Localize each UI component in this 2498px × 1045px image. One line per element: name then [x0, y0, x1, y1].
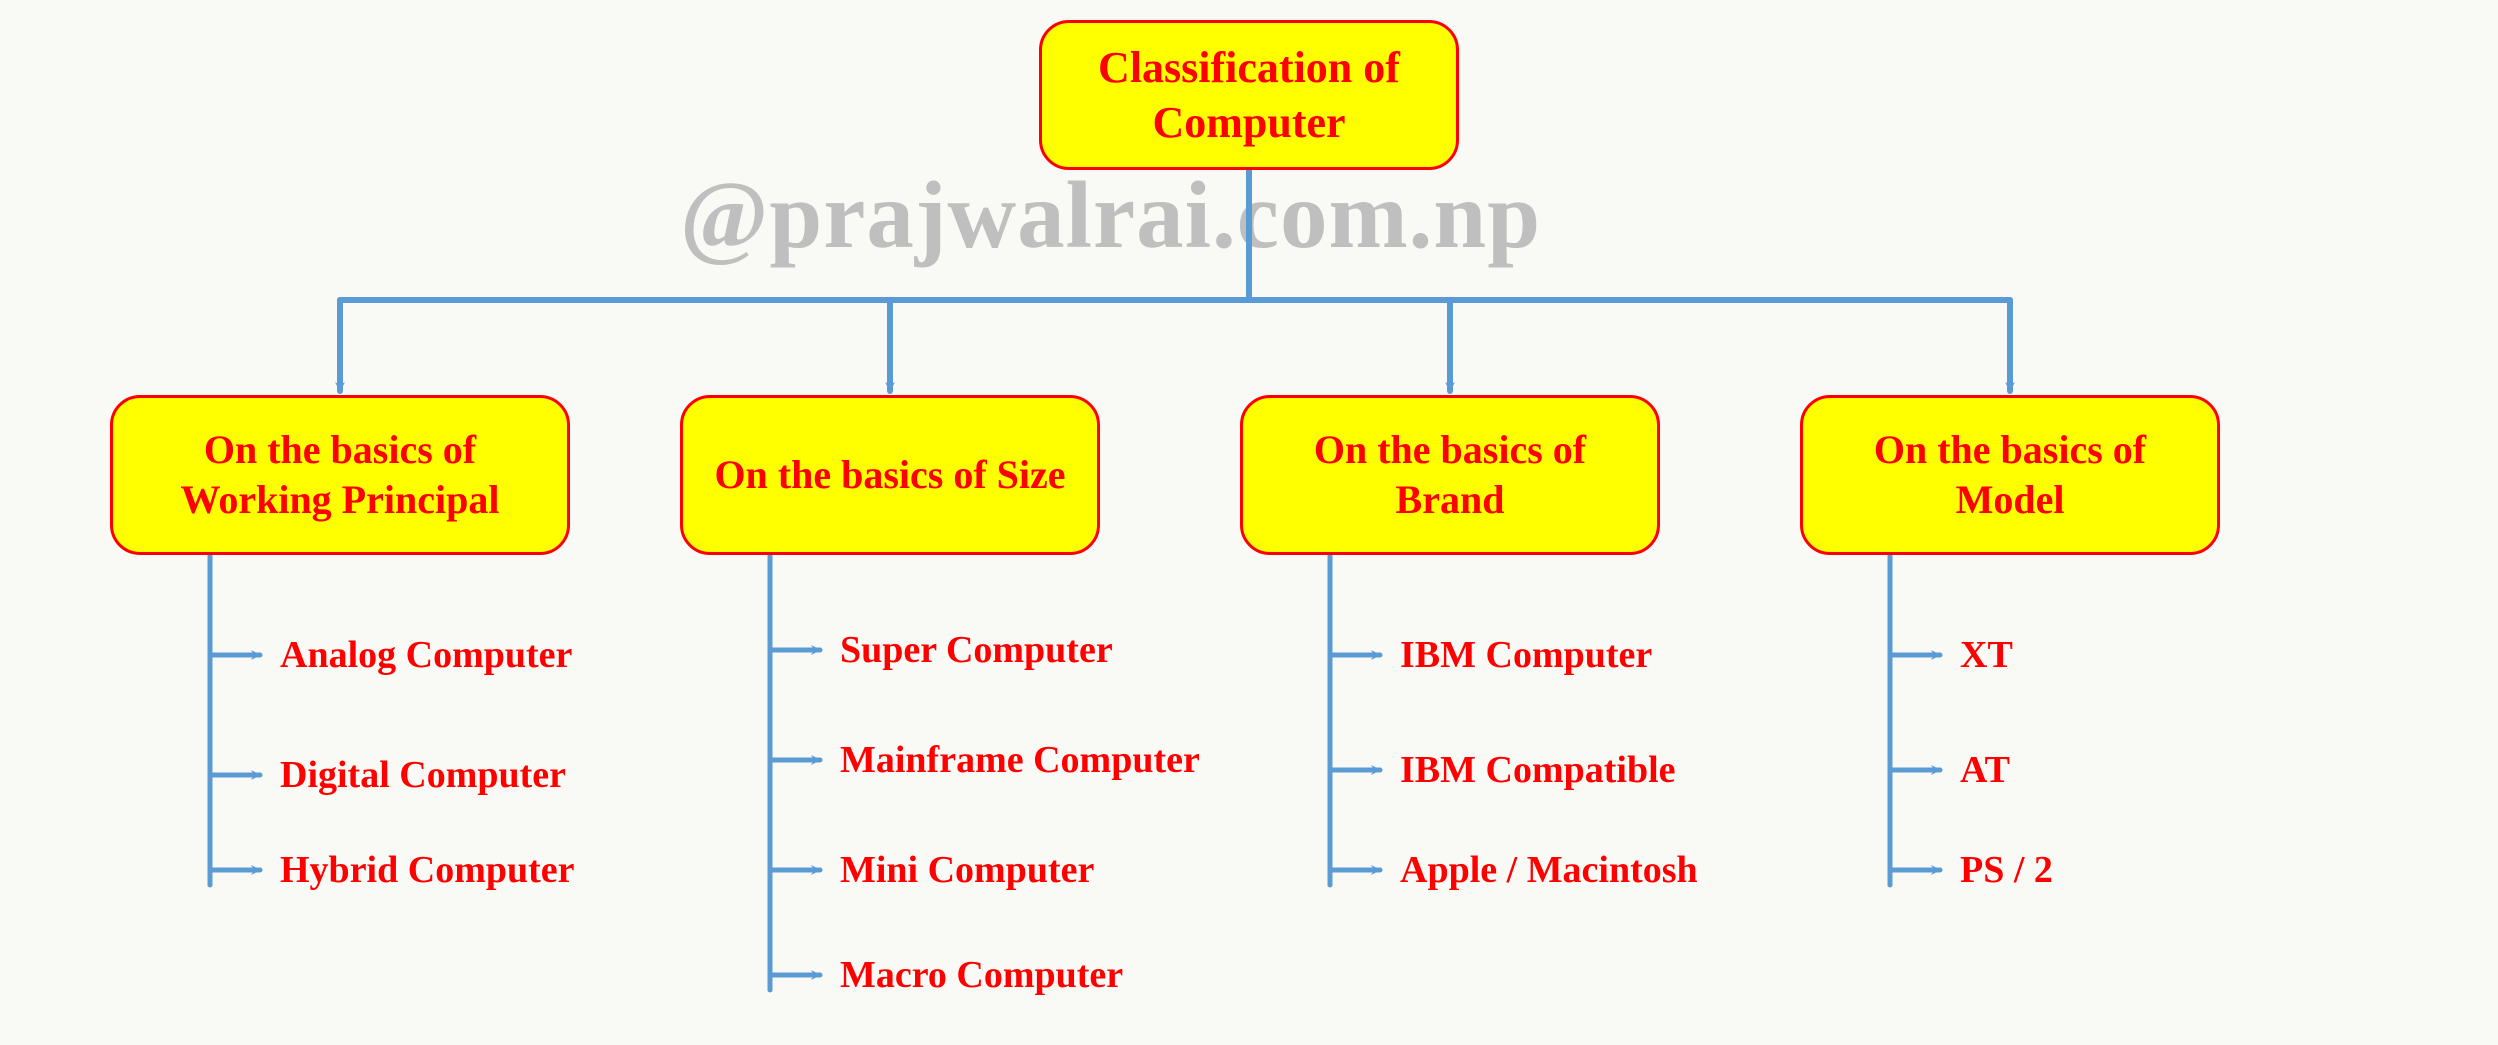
- leaf-item: IBM Computer: [1400, 633, 1652, 677]
- leaf-item: Analog Computer: [280, 633, 572, 677]
- category-box-model: On the basics of Model: [1800, 395, 2220, 555]
- category-box-size: On the basics of Size: [680, 395, 1100, 555]
- root-box: Classification of Computer: [1039, 20, 1459, 170]
- category-label: On the basics of Size: [714, 450, 1065, 500]
- leaf-item: IBM Compatible: [1400, 748, 1676, 792]
- leaf-item: Super Computer: [840, 628, 1113, 672]
- leaf-item-label: Hybrid Computer: [280, 849, 575, 891]
- leaf-item-label: Macro Computer: [840, 954, 1123, 996]
- leaf-item-label: Super Computer: [840, 629, 1113, 671]
- leaf-item-label: IBM Compatible: [1400, 749, 1676, 791]
- leaf-item: XT: [1960, 633, 2013, 677]
- leaf-item-label: Analog Computer: [280, 634, 572, 676]
- leaf-item-label: Apple / Macintosh: [1400, 849, 1698, 891]
- leaf-item-label: Digital Computer: [280, 754, 566, 796]
- leaf-item-label: PS / 2: [1960, 849, 2053, 891]
- leaf-item: Digital Computer: [280, 753, 566, 797]
- leaf-item: Mini Computer: [840, 848, 1094, 892]
- leaf-item: Mainframe Computer: [840, 738, 1200, 782]
- leaf-item: Apple / Macintosh: [1400, 848, 1698, 892]
- leaf-item-label: Mini Computer: [840, 849, 1094, 891]
- leaf-item: Macro Computer: [840, 953, 1123, 997]
- category-label: On the basics of Model: [1823, 425, 2197, 525]
- category-box-brand: On the basics of Brand: [1240, 395, 1660, 555]
- leaf-item-label: XT: [1960, 634, 2013, 676]
- category-label: On the basics of Brand: [1263, 425, 1637, 525]
- category-label: On the basics of Working Principal: [133, 425, 547, 525]
- leaf-item-label: Mainframe Computer: [840, 739, 1200, 781]
- leaf-item: Hybrid Computer: [280, 848, 575, 892]
- watermark-text: @prajwalrai.com.np: [680, 160, 1541, 270]
- leaf-item-label: IBM Computer: [1400, 634, 1652, 676]
- category-box-working-principal: On the basics of Working Principal: [110, 395, 570, 555]
- root-label: Classification of Computer: [1062, 40, 1436, 150]
- leaf-item: AT: [1960, 748, 2010, 792]
- leaf-item: PS / 2: [1960, 848, 2053, 892]
- leaf-item-label: AT: [1960, 749, 2010, 791]
